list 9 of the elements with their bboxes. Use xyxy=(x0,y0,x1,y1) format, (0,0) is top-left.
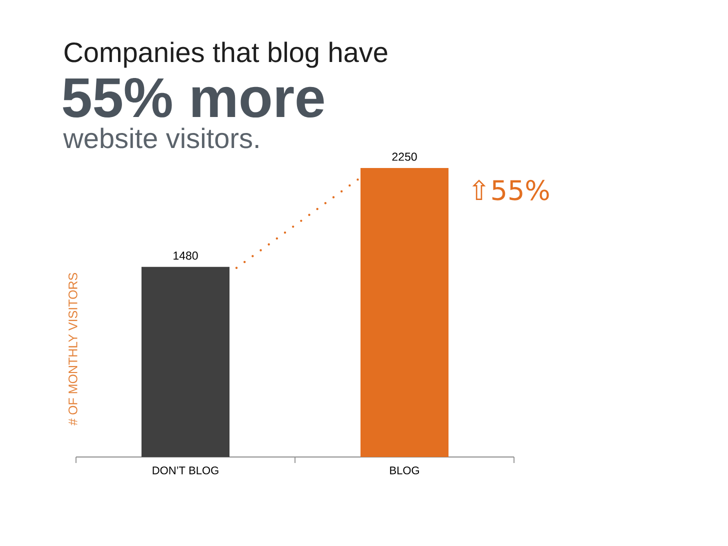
chart-title: Companies that blog have xyxy=(64,42,388,68)
data-label: 1480 xyxy=(174,252,198,260)
data-label: 2250 xyxy=(392,152,417,161)
y-axis-title: # OF MONTHLY VISITORS xyxy=(68,272,78,426)
text: website visitors. xyxy=(63,128,258,148)
x-tick-label: BLOG xyxy=(390,466,419,474)
chart-subtitle: 55% more xyxy=(62,78,324,118)
x-tick-label: DON’T BLOG xyxy=(152,466,218,474)
annotation: ⇧55% xyxy=(472,180,549,200)
